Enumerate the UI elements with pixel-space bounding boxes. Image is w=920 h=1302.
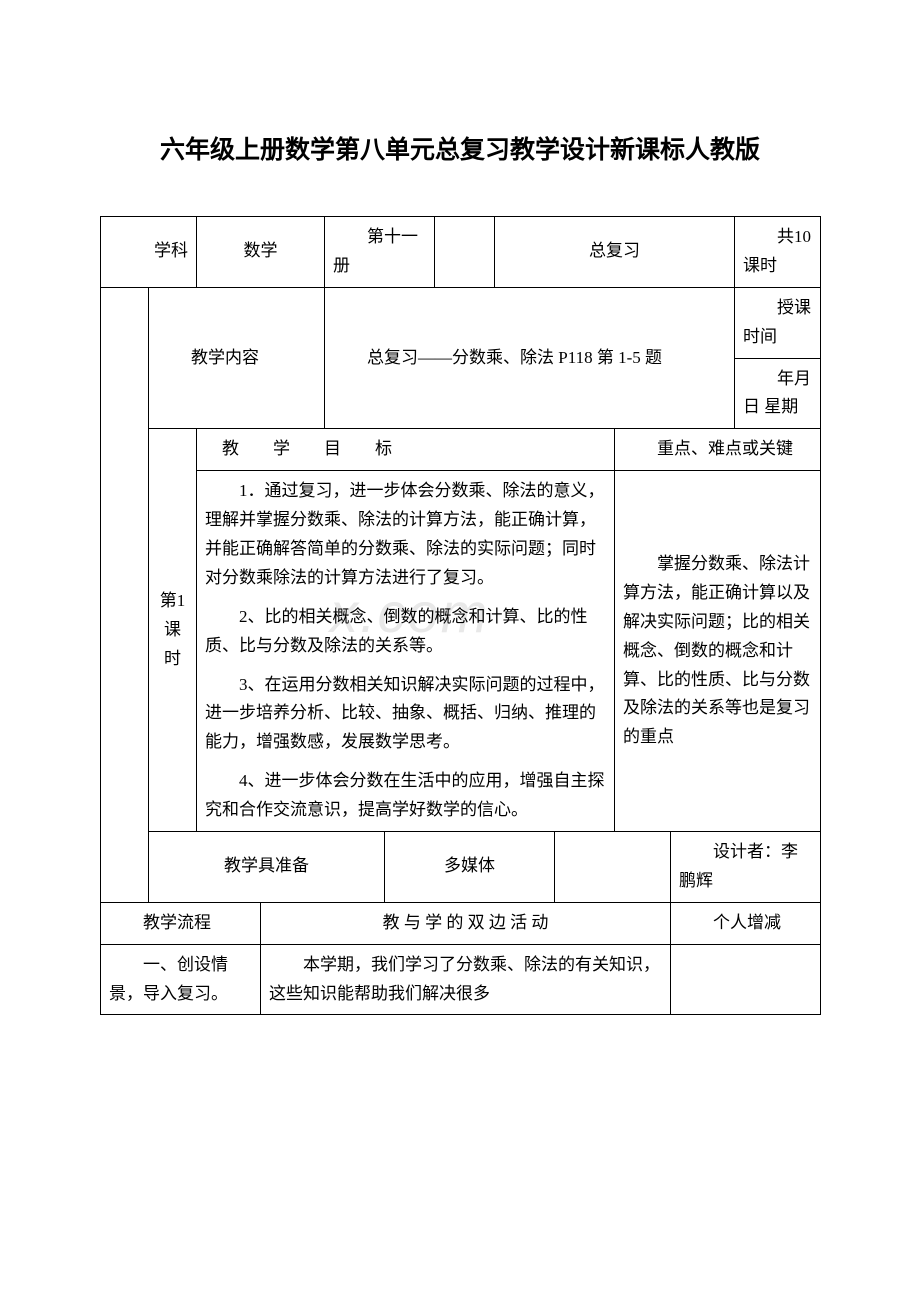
- hours-label: 共10课时: [735, 217, 821, 288]
- prep-value: 多媒体: [385, 832, 555, 903]
- volume-label: 第十一册: [325, 217, 435, 288]
- keypoints-body: 掌握分数乘、除法计算方法，能正确计算以及解决实际问题；比的相关概念、倒数的概念和…: [615, 471, 821, 832]
- left-spacer: [101, 287, 149, 902]
- objective-3: 3、在运用分数相关知识解决实际问题的过程中，进一步培养分析、比较、抽象、概括、归…: [205, 671, 606, 758]
- activity-1: 本学期，我们学习了分数乘、除法的有关知识，这些知识能帮助我们解决很多: [261, 944, 671, 1015]
- time-label-2: 年月 日 星期: [735, 358, 821, 429]
- subject-value: 数学: [197, 217, 325, 288]
- objective-2: 2、比的相关概念、倒数的概念和计算、比的性质、比与分数及除法的关系等。: [205, 603, 606, 661]
- designer-label: 设计者：李鹏辉: [671, 832, 821, 903]
- flow-label: 教学流程: [101, 902, 261, 944]
- activity-label: 教 与 学 的 双 边 活 动: [261, 902, 671, 944]
- objectives-body: 1．通过复习，进一步体会分数乘、除法的意义，理解并掌握分数乘、除法的计算方法，能…: [197, 471, 615, 832]
- objectives-label: 教 学 目 标: [197, 429, 615, 471]
- content-value: 总复习——分数乘、除法 P118 第 1-5 题: [325, 287, 735, 429]
- keypoints-label: 重点、难点或关键: [615, 429, 821, 471]
- stage-1: 一、创设情景，导入复习。: [101, 944, 261, 1015]
- personal-label: 个人增减: [671, 902, 821, 944]
- lesson-plan-table: 学科 数学 第十一册 总复习 共10课时 教学内容 总复习——分数乘、除法 P1…: [100, 216, 821, 1015]
- document-title: 六年级上册数学第八单元总复习教学设计新课标人教版: [100, 130, 820, 166]
- unit-label: [435, 217, 495, 288]
- content-label: 教学内容: [149, 287, 325, 429]
- subject-label: 学科: [101, 217, 197, 288]
- objective-4: 4、进一步体会分数在生活中的应用，增强自主探究和合作交流意识，提高学好数学的信心…: [205, 767, 606, 825]
- objective-1: 1．通过复习，进一步体会分数乘、除法的意义，理解并掌握分数乘、除法的计算方法，能…: [205, 477, 606, 593]
- time-label-1: 授课时间: [735, 287, 821, 358]
- prep-label: 教学具准备: [149, 832, 385, 903]
- unit-value: 总复习: [495, 217, 735, 288]
- prep-spacer: [555, 832, 671, 903]
- lesson-number: 第1课时: [149, 429, 197, 832]
- personal-1: [671, 944, 821, 1015]
